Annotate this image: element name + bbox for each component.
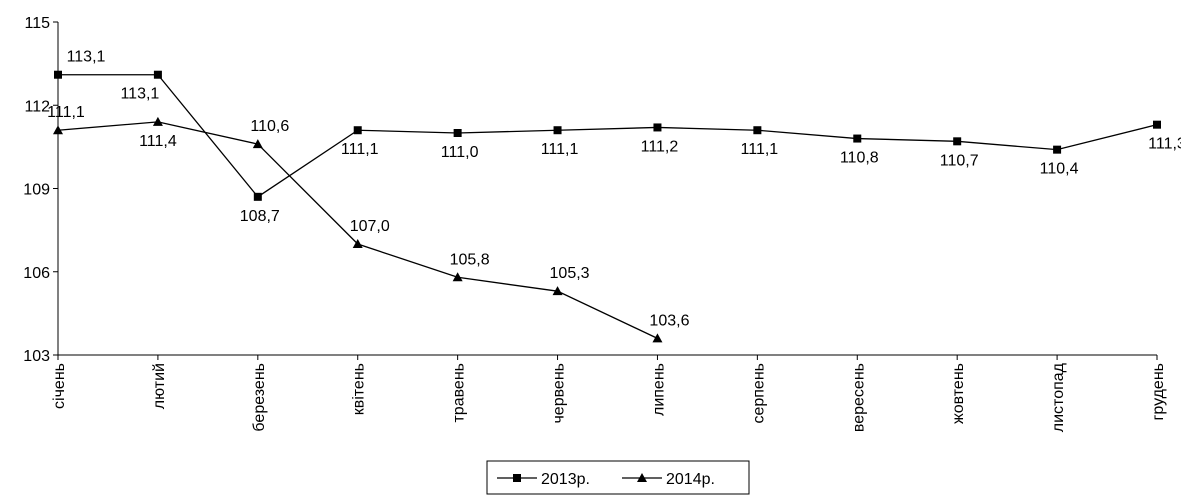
- x-tick-label: жовтень: [950, 363, 967, 424]
- data-label: 111,1: [541, 141, 579, 158]
- series-line: [58, 74, 1158, 198]
- data-label: 111,0: [441, 144, 479, 161]
- data-label: 110,4: [1040, 161, 1079, 178]
- marker: [637, 473, 647, 482]
- marker: [953, 137, 962, 146]
- marker: [54, 70, 62, 79]
- y-tick-label: 106: [23, 265, 50, 282]
- x-tick-label: травень: [451, 363, 468, 423]
- data-label: 111,4: [139, 133, 177, 150]
- data-label: 111,1: [341, 141, 379, 158]
- marker: [152, 116, 163, 126]
- marker: [153, 70, 162, 79]
- marker: [652, 333, 663, 343]
- marker: [253, 192, 262, 201]
- marker: [753, 126, 762, 135]
- marker: [1153, 120, 1161, 129]
- marker: [53, 125, 63, 135]
- data-label: 107,0: [350, 218, 390, 235]
- data-label: 103,6: [649, 312, 689, 329]
- data-label: 105,8: [450, 251, 490, 268]
- data-label: 110,6: [250, 118, 289, 135]
- data-label: 111,1: [741, 141, 779, 158]
- x-tick-label: квітень: [351, 363, 368, 415]
- x-tick-label: вересень: [850, 363, 867, 432]
- legend-label: 2014р.: [666, 471, 715, 488]
- data-label: 111,2: [641, 138, 679, 155]
- data-label: 110,7: [940, 152, 979, 169]
- data-label: 111,3: [1148, 136, 1181, 153]
- x-tick-label: лютий: [151, 363, 168, 409]
- data-label: 110,8: [840, 150, 879, 167]
- data-label: 113,1: [120, 86, 159, 103]
- x-tick-label: серпень: [750, 363, 767, 424]
- data-label: 105,3: [550, 265, 590, 282]
- legend: 2013р. 2014р.: [486, 460, 750, 495]
- marker: [552, 286, 563, 296]
- data-label: 108,7: [240, 208, 280, 225]
- y-tick-label: 109: [23, 182, 50, 199]
- x-tick-label: листопад: [1050, 362, 1067, 432]
- x-tick-label: січень: [51, 363, 68, 409]
- marker: [653, 123, 662, 132]
- y-tick-label: 112: [24, 98, 50, 115]
- marker: [553, 126, 562, 135]
- x-tick-label: грудень: [1150, 363, 1167, 420]
- y-tick-label: 103: [23, 348, 50, 365]
- x-tick-label: березень: [251, 363, 268, 432]
- data-label: 111,1: [47, 104, 85, 121]
- marker: [453, 129, 462, 137]
- marker: [513, 474, 521, 482]
- x-tick-label: червень: [551, 363, 568, 424]
- marker: [853, 134, 862, 143]
- x-tick-label: липень: [650, 363, 667, 416]
- marker: [452, 272, 463, 282]
- y-tick-label: 115: [24, 15, 50, 32]
- legend-label: 2013р.: [541, 471, 590, 488]
- data-label: 113,1: [67, 49, 106, 66]
- marker: [352, 239, 363, 248]
- marker: [1053, 145, 1062, 154]
- marker: [353, 126, 362, 135]
- marker: [252, 139, 263, 149]
